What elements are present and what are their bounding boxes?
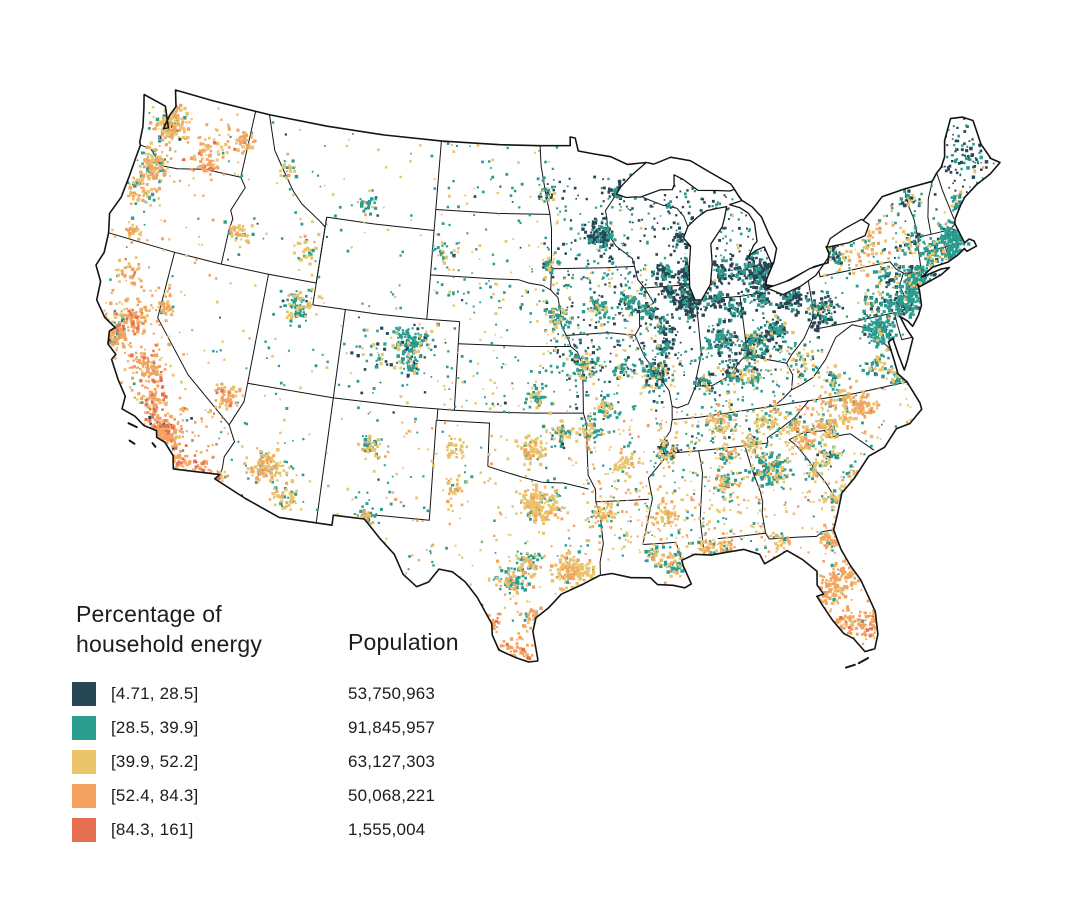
legend-row: [84.3, 161] 1,555,004 [72, 813, 492, 847]
legend-population-value: 91,845,957 [348, 718, 436, 737]
population-header: Population [348, 629, 459, 655]
great-lakes [615, 156, 870, 301]
legend-population-value: 50,068,221 [348, 786, 436, 805]
legend-rows: [4.71, 28.5] 53,750,963 [28.5, 39.9] 91,845… [72, 677, 492, 847]
energy-dots [96, 98, 1000, 662]
legend-population-value: 1,555,004 [348, 820, 426, 839]
legend-swatch [72, 750, 96, 774]
legend-range-label: [39.9, 52.2] [111, 752, 199, 771]
us-landmass [96, 90, 1000, 662]
legend-swatch [72, 784, 96, 808]
legend-row: [28.5, 39.9] 91,845,957 [72, 711, 492, 745]
legend-population-value: 53,750,963 [348, 684, 436, 703]
legend-swatch [72, 818, 96, 842]
legend-row: [4.71, 28.5] 53,750,963 [72, 677, 492, 711]
legend-swatch [72, 682, 96, 706]
legend-row: [39.9, 52.2] 63,127,303 [72, 745, 492, 779]
legend-range-label: [52.4, 84.3] [111, 786, 199, 805]
legend-range-label: [4.71, 28.5] [111, 684, 199, 703]
islands [127, 422, 870, 669]
legend-population-value: 63,127,303 [348, 752, 436, 771]
legend-title-line2: household energy [76, 631, 263, 657]
legend-title: Percentage of household energy [76, 599, 262, 659]
legend-row: [52.4, 84.3] 50,068,221 [72, 779, 492, 813]
legend-swatch [72, 716, 96, 740]
legend-range-label: [84.3, 161] [111, 820, 194, 839]
legend-title-line1: Percentage of [76, 601, 222, 627]
legend-range-label: [28.5, 39.9] [111, 718, 199, 737]
